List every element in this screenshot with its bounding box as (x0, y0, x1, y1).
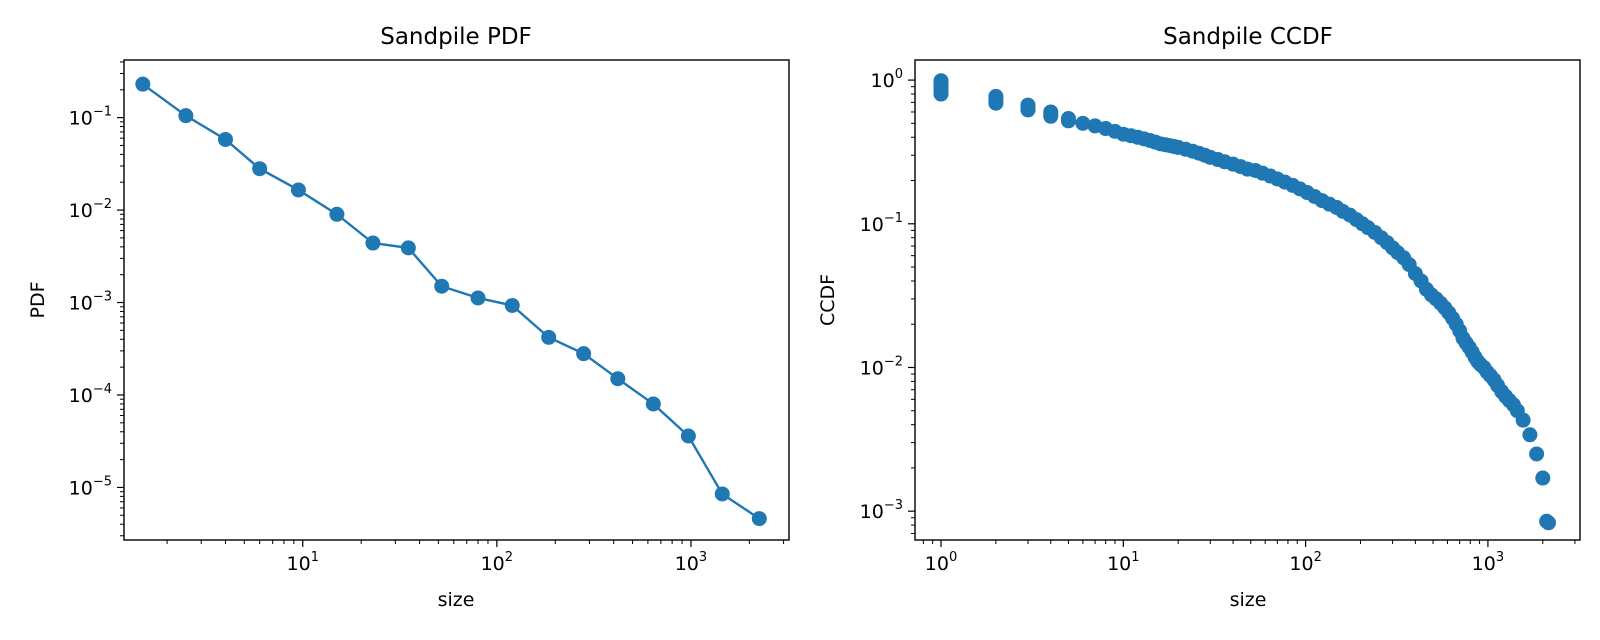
pdf-data-point (714, 486, 730, 502)
ccdf-data-point (1515, 412, 1531, 428)
pdf-x-tick-label: 101 (287, 550, 319, 575)
ccdf-axes-frame (914, 59, 1581, 541)
pdf-data-point (365, 235, 381, 251)
pdf-data-point (645, 396, 661, 412)
ccdf-x-tick-label: 101 (1107, 550, 1139, 575)
ccdf-data-point (1043, 108, 1059, 124)
pdf-y-tick-label: 10−2 (69, 197, 112, 222)
pdf-data-point (400, 240, 416, 256)
pdf-axes-frame (123, 59, 790, 541)
pdf-panel: Sandpile PDF size PDF 101 102 10310−110−21… (27, 24, 790, 611)
ccdf-chart-title: Sandpile CCDF (1163, 24, 1333, 50)
ccdf-data-point (1535, 470, 1551, 486)
ccdf-data-point (1541, 515, 1557, 531)
ccdf-x-tick-label: 100 (925, 550, 957, 575)
pdf-y-tick-label: 10−5 (69, 474, 112, 499)
pdf-y-tick-label: 10−4 (69, 382, 112, 407)
pdf-x-axis-label: size (438, 589, 475, 611)
ccdf-y-tick-label: 10−1 (860, 211, 903, 236)
pdf-data-point (576, 346, 592, 362)
pdf-data-point (610, 371, 626, 387)
ccdf-data-point (1020, 102, 1036, 118)
pdf-x-tick-label: 102 (481, 550, 513, 575)
ccdf-panel: Sandpile CCDF size CCDF 100 101 102 1031001… (817, 24, 1581, 611)
ccdf-x-tick-label: 103 (1472, 550, 1504, 575)
pdf-y-axis-label: PDF (27, 281, 49, 318)
ccdf-y-tick-label: 10−2 (860, 354, 903, 379)
pdf-data-point (329, 206, 345, 222)
ccdf-data-point (1075, 115, 1091, 131)
pdf-y-tick-label: 10−1 (69, 105, 112, 130)
ccdf-plot-area: 100 101 102 103 100 10−1 10−2 10−3 (860, 67, 1576, 575)
pdf-plot-area: 101 102 103 10−1 10−2 10−3 10−4 10−5 (69, 61, 785, 575)
pdf-data-point (178, 108, 194, 124)
ccdf-data-point (1060, 113, 1076, 129)
ccdf-x-tick-label: 102 (1289, 550, 1321, 575)
pdf-data-point (504, 297, 520, 313)
ccdf-y-tick-label: 10−3 (860, 498, 903, 523)
pdf-y-tick-label: 10−3 (69, 290, 112, 315)
pdf-data-point (541, 329, 557, 345)
pdf-data-point (252, 161, 268, 177)
ccdf-data-point (1522, 427, 1538, 443)
pdf-x-tick-label: 103 (675, 550, 707, 575)
pdf-data-point (751, 511, 767, 527)
ccdf-data-point (933, 86, 949, 102)
pdf-data-point (470, 290, 486, 306)
ccdf-x-axis-label: size (1230, 589, 1267, 611)
pdf-data-point (217, 131, 233, 147)
pdf-data-point (135, 76, 151, 92)
ccdf-y-tick-label: 100 (871, 67, 903, 92)
pdf-data-point (290, 182, 306, 198)
ccdf-data-point (988, 95, 1004, 111)
pdf-data-point (680, 428, 696, 444)
pdf-data-point (434, 278, 450, 294)
pdf-chart-title: Sandpile PDF (380, 24, 532, 50)
ccdf-data-point (1529, 446, 1545, 462)
ccdf-y-axis-label: CCDF (817, 274, 839, 326)
